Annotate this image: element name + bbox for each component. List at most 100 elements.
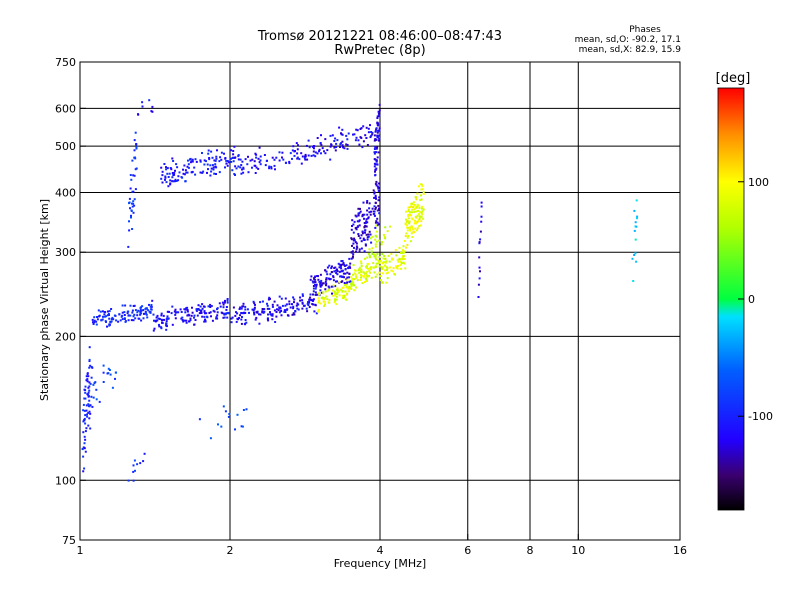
o-mode-point [166,172,169,175]
o-mode-point [161,170,164,173]
o-mode-point [204,318,206,321]
o-mode-point [283,310,286,313]
o-mode-point [176,166,179,169]
o-mode-point [168,310,170,313]
o-mode-point [108,310,111,313]
o-mode-point [371,131,374,134]
x-mode-point [340,288,343,291]
o-mode-point [226,160,229,162]
o-mode-point [270,165,273,168]
o-mode-point [327,285,330,288]
o-mode-point [156,319,159,322]
o-mode-point [316,137,319,139]
o-mode-point [374,138,377,141]
x-mode-point [317,297,320,300]
o-mode-point [373,148,376,150]
x-mode-point [342,297,344,299]
x-mode-point [406,220,409,222]
o-mode-point [121,314,124,317]
o-mode-point [130,209,133,212]
o-mode-point [359,136,362,139]
o-mode-point [262,311,265,314]
o-mode-point [365,233,368,236]
o-mode-point [378,212,381,215]
x-mode-point [384,237,387,240]
o-mode-point [349,280,352,283]
o-mode-point [477,283,480,286]
o-mode-point [320,291,323,294]
o-mode-point [141,305,144,308]
o-mode-point [376,221,379,224]
o-mode-point [352,253,355,256]
x-mode-point [356,279,359,282]
x-mode-point [318,300,321,303]
o-mode-point [359,207,361,210]
o-mode-point [199,160,202,163]
o-mode-point [369,233,372,236]
o-mode-point [231,169,234,172]
x-mode-point [421,185,424,188]
x-mode-point [353,284,356,287]
o-mode-point [242,167,245,170]
x-mode-point [336,292,339,295]
o-mode-point [201,315,204,318]
o-mode-point [361,215,364,218]
x-mode-point [378,239,381,242]
o-mode-point [186,314,189,317]
o-mode-point [200,310,203,313]
o-mode-point [366,200,369,202]
o-mode-point [340,275,342,278]
o-mode-point [95,320,98,323]
x-mode-point [333,290,336,293]
x-mode-point [333,301,336,304]
o-mode-point [223,312,226,315]
o-mode-point [239,306,242,309]
o-mode-point [189,319,192,321]
o-mode-point [297,144,299,147]
o-mode-point [355,250,357,253]
o-mode-point [241,160,244,163]
o-mode-point [314,283,316,286]
o-mode-point [634,252,637,255]
o-mode-point [339,146,341,148]
x-mode-point [334,292,337,295]
o-mode-point [82,431,85,434]
o-mode-point [378,114,381,117]
chart-subtitle: RwPretec (8p) [334,43,425,58]
colorbar: [deg] 100 0 -100 [716,71,773,511]
x-mode-point [396,259,399,262]
o-mode-point [209,303,212,306]
o-mode-point [129,187,132,190]
o-mode-point [211,156,214,159]
o-mode-point [295,142,298,145]
o-mode-point [90,395,93,398]
title-group: Tromsø 20121221 08:46:00–08:47:43 RwPret… [257,29,502,58]
o-mode-point [237,158,240,161]
x-mode-point [409,229,412,232]
o-mode-point [103,315,106,318]
o-mode-point [182,320,185,323]
o-mode-point [249,159,252,162]
o-mode-point [291,313,294,316]
x-mode-point [346,278,349,281]
o-mode-point [633,209,636,212]
o-mode-point [241,425,244,428]
x-mode-point [350,288,353,290]
o-mode-point [289,306,292,309]
x-tick-label: 8 [527,544,534,557]
phases-legend-x-line: mean, sd,X: 82.9, 15.9 [579,45,682,55]
o-mode-point [230,149,233,152]
o-mode-point [161,321,163,324]
x-mode-point [318,293,321,296]
x-mode-point [352,282,355,285]
o-mode-point [376,124,379,127]
o-mode-point [373,191,376,194]
o-mode-point [259,159,262,162]
o-mode-point [132,470,135,473]
o-mode-point [257,167,260,170]
o-mode-point [207,149,210,152]
o-mode-point [373,162,376,165]
x-mode-point [385,272,388,275]
o-mode-point [89,404,92,407]
axis-layer: 1 2 4 6 8 10 16 75 100 200 300 400 500 600 750 [55,56,687,557]
